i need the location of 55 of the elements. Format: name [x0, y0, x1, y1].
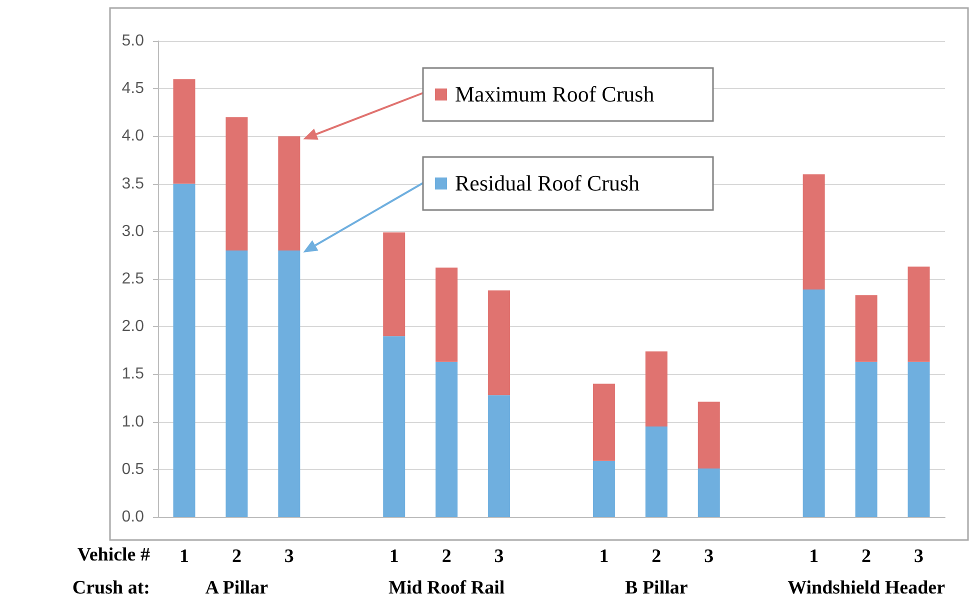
- y-tick-label: 0.0: [122, 508, 144, 526]
- bar: [802, 289, 825, 517]
- bar: [645, 351, 668, 427]
- y-tick-label: 1.5: [122, 366, 144, 383]
- y-tick-label: 2.5: [122, 270, 144, 288]
- legend-label: Maximum Roof Crush: [455, 82, 654, 106]
- bar: [698, 468, 720, 517]
- x-tick-label: 3: [284, 546, 294, 567]
- bar: [698, 402, 720, 468]
- bar: [592, 460, 615, 517]
- y-tick-label: 4.0: [122, 128, 144, 145]
- x-tick-label: 1: [179, 546, 189, 567]
- bar: [908, 362, 930, 517]
- bar: [383, 336, 406, 517]
- x-tick-label: 2: [442, 546, 452, 567]
- x-tick-label: 1: [809, 546, 819, 567]
- bar: [173, 79, 196, 184]
- bar: [488, 395, 510, 517]
- x-tick-label: 3: [704, 546, 714, 567]
- bar: [592, 384, 615, 461]
- text: Crush at:: [72, 578, 150, 598]
- y-tick-label: 4.5: [122, 80, 144, 98]
- y-tick-label: 2.0: [122, 318, 144, 336]
- legend-label: Residual Roof Crush: [455, 170, 640, 196]
- bar: [645, 426, 668, 517]
- x-tick-label: 2: [232, 546, 242, 567]
- bar: [908, 266, 930, 362]
- x-tick-label: 2: [652, 546, 662, 567]
- bar: [855, 295, 878, 362]
- bar: [278, 136, 300, 250]
- y-tick-label: 3.5: [122, 175, 144, 192]
- bar: [383, 232, 406, 336]
- bar: [226, 117, 248, 250]
- x-tick-label: 1: [599, 546, 609, 567]
- bar: [436, 268, 458, 362]
- bar: [173, 184, 196, 517]
- text: Vehicle #: [77, 544, 150, 566]
- x-tick-label: 3: [914, 546, 924, 567]
- y-tick-label: 3.0: [122, 222, 144, 240]
- bar: [278, 250, 300, 517]
- text: Windshield Header: [788, 578, 946, 598]
- bar: [855, 362, 878, 517]
- text: B Pillar: [625, 578, 688, 598]
- x-tick-label: 1: [389, 546, 399, 567]
- x-tick-label: 2: [862, 546, 872, 567]
- text: Mid Roof Rail: [388, 578, 505, 598]
- y-tick-label: 5.0: [122, 32, 144, 50]
- bar: [488, 290, 510, 396]
- bar: [436, 362, 458, 517]
- y-tick-label: 1.0: [122, 413, 144, 430]
- y-tick-label: 0.5: [122, 460, 144, 478]
- bar: [226, 250, 248, 517]
- x-tick-label: 3: [494, 546, 504, 567]
- bar: [802, 174, 825, 290]
- text: A Pillar: [205, 578, 269, 598]
